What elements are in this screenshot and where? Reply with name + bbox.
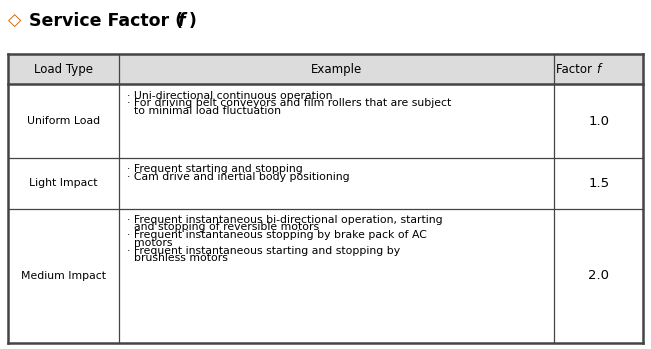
Text: · Frequent instantaneous starting and stopping by: · Frequent instantaneous starting and st… — [127, 245, 400, 255]
Text: · Frequent starting and stopping: · Frequent starting and stopping — [127, 164, 303, 174]
Text: Load Type: Load Type — [34, 63, 93, 76]
Text: f: f — [177, 12, 185, 30]
Text: · Cam drive and inertial body positioning: · Cam drive and inertial body positionin… — [127, 172, 350, 182]
Text: and stopping of reversible motors: and stopping of reversible motors — [127, 222, 319, 232]
Text: Uniform Load: Uniform Load — [27, 116, 100, 126]
Text: ◇: ◇ — [8, 12, 21, 30]
Text: Light Impact: Light Impact — [29, 178, 98, 188]
Text: f: f — [596, 63, 600, 76]
Text: · Frequent instantaneous bi-directional operation, starting: · Frequent instantaneous bi-directional … — [127, 215, 443, 225]
Text: · Uni-directional continuous operation: · Uni-directional continuous operation — [127, 91, 332, 101]
Text: 1.5: 1.5 — [588, 177, 609, 190]
Text: · Frequent instantaneous stopping by brake pack of AC: · Frequent instantaneous stopping by bra… — [127, 230, 426, 240]
Text: brushless motors: brushless motors — [127, 253, 228, 263]
Text: Factor: Factor — [556, 63, 596, 76]
Text: Service Factor (: Service Factor ( — [29, 12, 183, 30]
Text: · For driving belt conveyors and film rollers that are subject: · For driving belt conveyors and film ro… — [127, 98, 451, 108]
Text: ): ) — [189, 12, 197, 30]
Text: 2.0: 2.0 — [589, 269, 609, 282]
Text: to minimal load fluctuation: to minimal load fluctuation — [127, 106, 281, 116]
Polygon shape — [8, 54, 643, 84]
Text: Example: Example — [311, 63, 362, 76]
Text: motors: motors — [127, 238, 173, 248]
Text: 1.0: 1.0 — [589, 115, 609, 128]
Text: Medium Impact: Medium Impact — [21, 270, 106, 281]
